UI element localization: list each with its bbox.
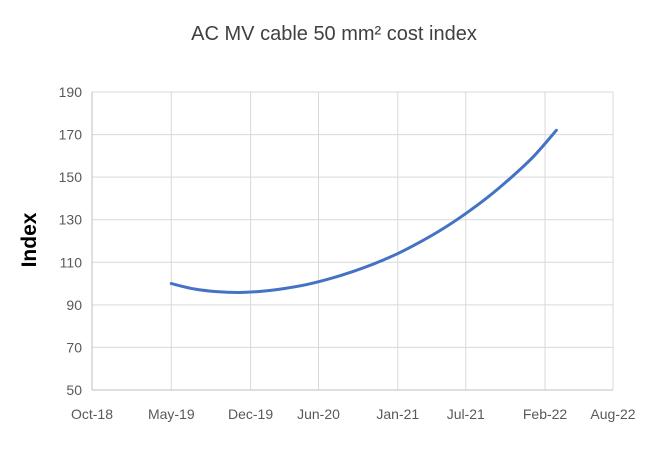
y-tick-label: 170 bbox=[59, 127, 83, 143]
x-tick-label: Dec-19 bbox=[228, 406, 273, 422]
x-tick-label: Oct-18 bbox=[71, 406, 113, 422]
y-tick-label: 70 bbox=[66, 339, 82, 355]
series-line bbox=[169, 128, 558, 295]
y-tick-label: 190 bbox=[59, 84, 83, 100]
y-tick-label: 130 bbox=[59, 212, 83, 228]
y-tick-label: 50 bbox=[66, 382, 82, 398]
y-tick-label: 110 bbox=[60, 254, 83, 270]
x-tick-label: Aug-22 bbox=[590, 406, 635, 422]
grid bbox=[91, 91, 614, 391]
y-axis-label: Index bbox=[18, 212, 41, 267]
x-tick-label: Feb-22 bbox=[523, 406, 568, 422]
chart-title: AC MV cable 50 mm² cost index bbox=[191, 23, 477, 45]
axis-ticks: 50 70 90 110 130 150 170 190 Oct-18 May-19 Dec-19 J… bbox=[59, 84, 636, 422]
x-tick-label: Jun-20 bbox=[297, 406, 340, 422]
x-tick-label: Jul-21 bbox=[447, 406, 485, 422]
y-tick-label: 150 bbox=[59, 169, 83, 185]
x-tick-label: Jan-21 bbox=[376, 406, 419, 422]
series-layer bbox=[169, 128, 558, 295]
y-tick-label: 90 bbox=[66, 297, 82, 313]
x-tick-label: May-19 bbox=[148, 406, 195, 422]
